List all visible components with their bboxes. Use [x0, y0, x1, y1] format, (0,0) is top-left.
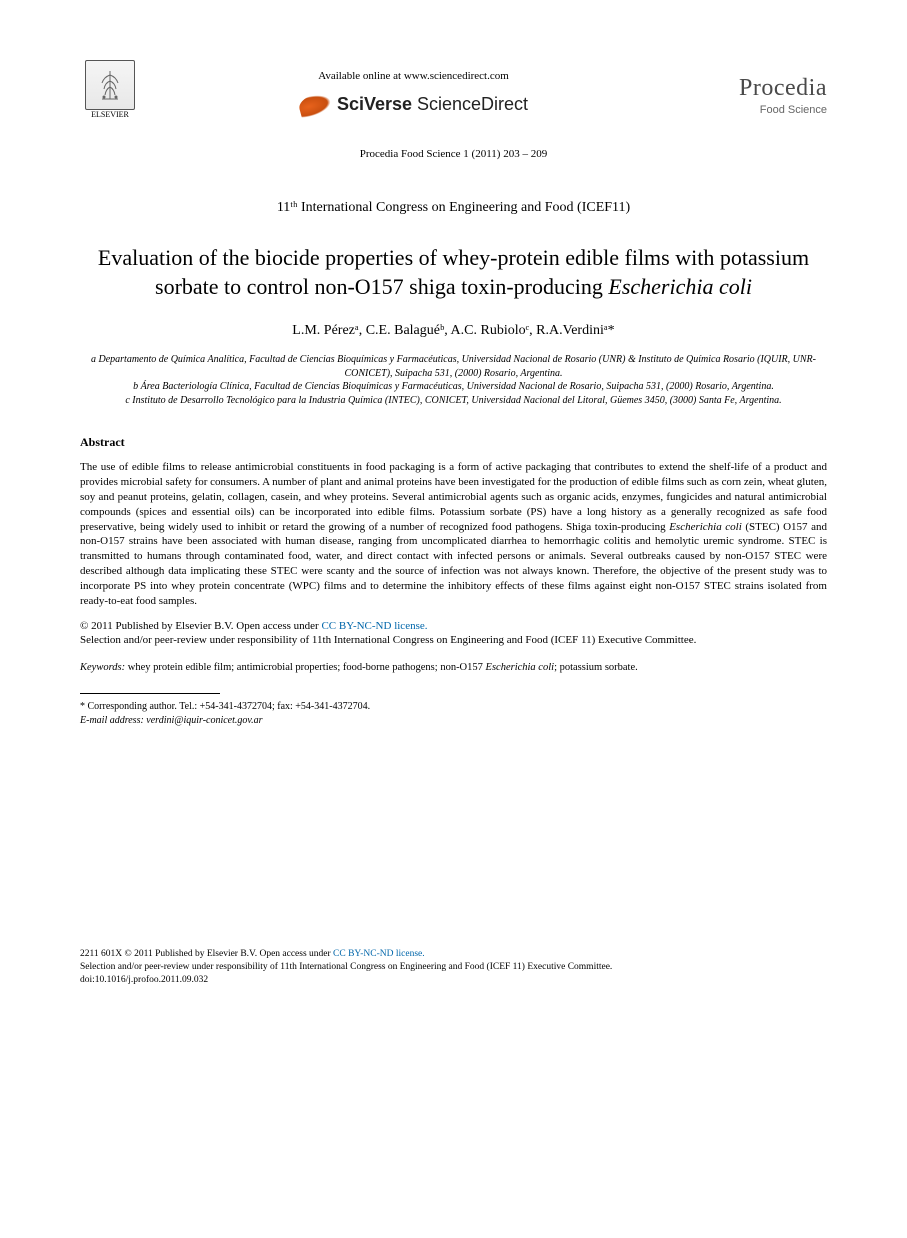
abstract-heading: Abstract: [80, 435, 827, 450]
footer-doi: doi:10.1016/j.profoo.2011.09.032: [80, 974, 827, 987]
sciverse-swoosh-icon: [297, 91, 333, 119]
sciverse-logo: SciVerse ScienceDirect: [299, 94, 528, 115]
title-italic: Escherichia coli: [608, 274, 752, 299]
sciverse-text: SciVerse ScienceDirect: [337, 94, 528, 115]
affiliation-c: c Instituto de Desarrollo Tecnológico pa…: [80, 394, 827, 408]
page-footer: 2211 601X © 2011 Published by Elsevier B…: [80, 948, 827, 986]
footer-license-link[interactable]: CC BY-NC-ND license.: [333, 949, 425, 959]
keywords-block: Keywords: whey protein edible film; anti…: [80, 662, 827, 673]
procedia-title: Procedia: [687, 75, 827, 102]
authors-list: L.M. Pérezᵃ, C.E. Balaguéᵇ, A.C. Rubiolo…: [80, 323, 827, 339]
footer-issn: 2211 601X © 2011 Published by Elsevier B…: [80, 949, 259, 959]
footnote-divider: [80, 693, 220, 694]
keywords-text-b: ; potassium sorbate.: [554, 662, 638, 673]
keywords-text-a: whey protein edible film; antimicrobial …: [125, 662, 485, 673]
header-row: ELSEVIER Available online at www.science…: [80, 60, 827, 130]
email-label: E-mail address:: [80, 715, 144, 726]
elsevier-label: ELSEVIER: [91, 110, 129, 119]
corresponding-author: * Corresponding author. Tel.: +54-341-43…: [80, 700, 827, 728]
header-center: Available online at www.sciencedirect.co…: [140, 70, 687, 120]
affiliation-b: b Área Bacteriología Clínica, Facultad d…: [80, 380, 827, 394]
article-title: Evaluation of the biocide properties of …: [80, 244, 827, 301]
affiliation-a: a Departamento de Química Analítica, Fac…: [80, 353, 827, 380]
copyright-block: © 2011 Published by Elsevier B.V. Open a…: [80, 619, 827, 649]
sciverse-bold: SciVerse: [337, 94, 412, 114]
elsevier-tree-icon: [85, 60, 135, 110]
copyright-line1: © 2011 Published by Elsevier B.V.: [80, 620, 236, 632]
copyright-line2: Selection and/or peer-review under respo…: [80, 634, 696, 646]
footer-peer-review: Selection and/or peer-review under respo…: [80, 961, 827, 974]
sciverse-light: ScienceDirect: [412, 94, 528, 114]
congress-name: 11ᵗʰ International Congress on Engineeri…: [80, 200, 827, 216]
affiliations: a Departamento de Química Analítica, Fac…: [80, 353, 827, 407]
license-link[interactable]: CC BY-NC-ND license.: [321, 620, 427, 632]
open-access-text: Open access under: [236, 620, 321, 632]
abstract-part-b: (STEC) O157 and non-O157 strains have be…: [80, 521, 827, 607]
abstract-italic-1: Escherichia coli: [669, 521, 742, 533]
keywords-label: Keywords:: [80, 662, 125, 673]
procedia-logo: Procedia Food Science: [687, 75, 827, 116]
journal-reference: Procedia Food Science 1 (2011) 203 – 209: [80, 148, 827, 160]
email-address: verdini@iquir-conicet.gov.ar: [144, 715, 263, 726]
procedia-subtitle: Food Science: [687, 104, 827, 116]
available-online-text: Available online at www.sciencedirect.co…: [140, 70, 687, 82]
elsevier-logo: ELSEVIER: [80, 60, 140, 130]
footer-open-access: Open access under: [259, 949, 333, 959]
keywords-italic: Escherichia coli: [486, 662, 555, 673]
abstract-body: The use of edible films to release antim…: [80, 460, 827, 608]
corr-tel-fax: * Corresponding author. Tel.: +54-341-43…: [80, 700, 827, 714]
